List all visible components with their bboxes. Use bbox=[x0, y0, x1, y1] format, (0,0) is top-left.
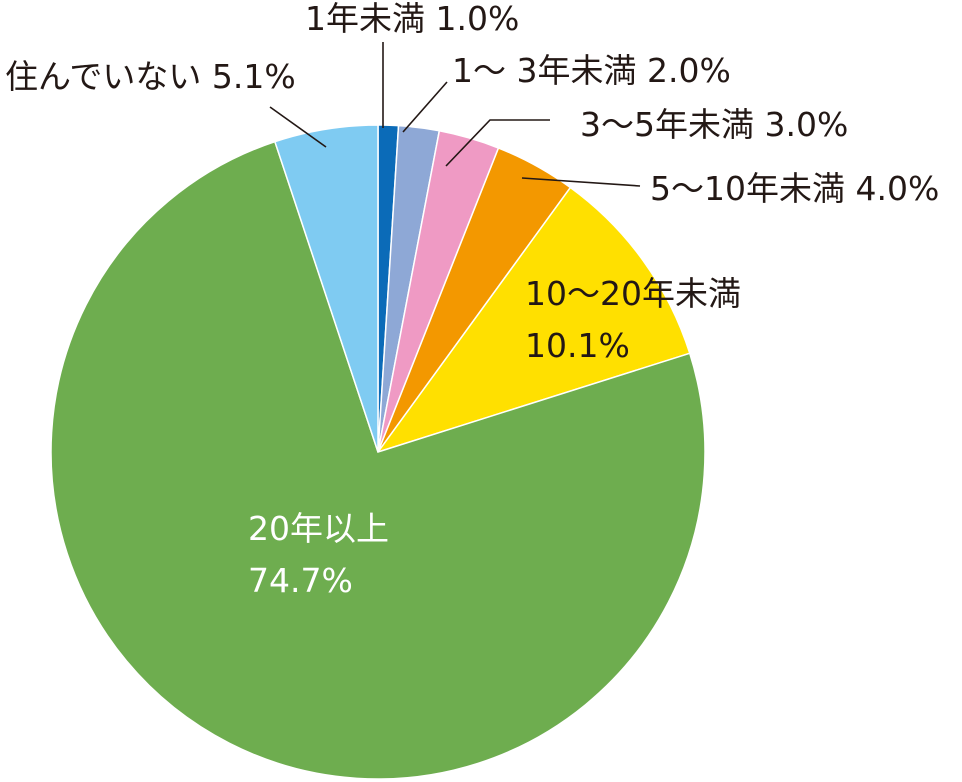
slice-labels: 1年未満 1.0% 1～ 3年未満 2.0% 3～5年未満 3.0% 5～10年未満 … bbox=[5, 0, 939, 600]
slice-label-name-4: 10～20年未満 bbox=[525, 274, 741, 313]
slice-label-value-4: 10.1% bbox=[525, 326, 630, 365]
pie-slice-6 bbox=[273, 124, 379, 453]
slice-label-3: 5～10年未満 4.0% bbox=[650, 169, 939, 208]
leader-line-2 bbox=[445, 119, 550, 167]
leader-line-6 bbox=[269, 106, 327, 148]
pie-slices bbox=[50, 124, 706, 780]
slice-label-2: 3～5年未満 3.0% bbox=[580, 105, 848, 144]
leader-lines bbox=[269, 42, 641, 187]
slice-label-value-5: 74.7% bbox=[248, 561, 353, 600]
leader-line-3 bbox=[521, 177, 641, 187]
slice-label-name-5: 20年以上 bbox=[248, 509, 389, 548]
slice-label-6: 住んでいない 5.1% bbox=[5, 57, 296, 96]
slice-label-0: 1年未満 1.0% bbox=[305, 0, 519, 38]
leader-line-1 bbox=[402, 81, 448, 133]
slice-label-1: 1～ 3年未満 2.0% bbox=[452, 51, 731, 90]
pie-slice-5 bbox=[50, 140, 706, 780]
pie-slice-4 bbox=[376, 186, 691, 454]
